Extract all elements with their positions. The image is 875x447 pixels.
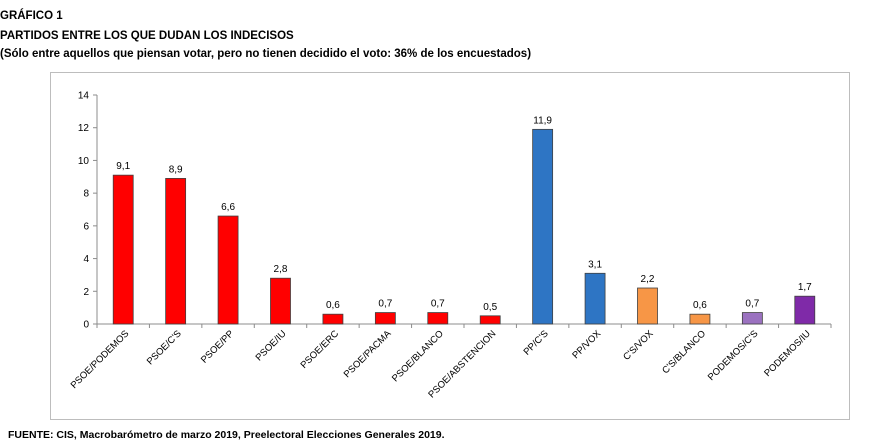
- bar: [270, 277, 291, 325]
- data-label: 1,7: [798, 282, 812, 293]
- bar: [741, 312, 763, 325]
- y-tick-label: 2: [83, 287, 89, 298]
- data-label: 2,2: [641, 274, 655, 285]
- data-label: 0,6: [693, 300, 707, 311]
- data-label: 0,7: [431, 299, 445, 310]
- data-label: 0,7: [745, 299, 759, 310]
- bar: [479, 315, 501, 325]
- y-tick-label: 8: [83, 189, 89, 200]
- bar: [112, 174, 134, 325]
- bar: [322, 313, 344, 325]
- bar-chart: 0 2 4 6 8 10 12 14 9,1 PSOE/PODEMOS 8,9 PSOE/C'S 6,6…: [69, 91, 832, 400]
- y-tick-label: 10: [78, 156, 90, 167]
- y-tick-label: 0: [83, 320, 89, 331]
- x-tick-label: PSOE/C'S: [145, 328, 184, 367]
- data-label: 9,1: [116, 161, 130, 172]
- x-tick-label: PP/C'S: [522, 328, 551, 357]
- x-tick-label: PODEMOS/IU: [762, 328, 813, 379]
- data-label: 0,7: [378, 299, 392, 310]
- chart-frame: 0 2 4 6 8 10 12 14 9,1 PSOE/PODEMOS 8,9 PSOE/C'S 6,6…: [50, 72, 850, 420]
- bar: [689, 313, 711, 325]
- bar: [165, 178, 187, 325]
- x-tick-label: PSOE/IU: [254, 328, 289, 363]
- y-tick-label: 14: [78, 91, 90, 102]
- y-tick-label: 6: [83, 221, 89, 232]
- bar: [584, 272, 606, 325]
- x-tick-label: PSOE/ERC: [299, 328, 342, 371]
- source-note: FUENTE: CIS, Macrobarómetro de marzo 201…: [8, 429, 445, 441]
- data-label: 0,5: [483, 302, 497, 313]
- y-tick-label: 4: [83, 254, 89, 265]
- data-label: 3,1: [588, 259, 602, 270]
- y-tick-label: 12: [78, 123, 90, 134]
- chart-subtitle: (Sólo entre aquellos que piensan votar, …: [0, 48, 532, 60]
- figure-label: GRÁFICO 1: [0, 10, 63, 22]
- data-label: 11,9: [533, 115, 552, 126]
- chart-title: PARTIDOS ENTRE LOS QUE DUDAN LOS INDECIS…: [0, 30, 294, 42]
- data-label: 0,6: [326, 300, 340, 311]
- data-label: 8,9: [169, 164, 183, 175]
- bar: [637, 287, 658, 325]
- x-tick-label: PSOE/BLANCO: [390, 328, 446, 384]
- bar: [374, 312, 396, 325]
- x-tick-label: PP/VOX: [570, 328, 603, 361]
- x-tick-label: C'S/VOX: [621, 328, 656, 363]
- bar: [427, 312, 449, 325]
- x-tick-label: PSOE/PACMA: [342, 328, 394, 380]
- x-tick-label: PSOE/PODEMOS: [69, 328, 132, 391]
- bar: [217, 215, 239, 325]
- x-tick-label: PODEMOS/C'S: [706, 328, 761, 383]
- data-label: 6,6: [221, 202, 235, 213]
- x-tick-label: PSOE/PP: [199, 328, 236, 365]
- data-label: 2,8: [274, 264, 288, 275]
- bar: [794, 295, 816, 325]
- x-tick-label: C'S/BLANCO: [660, 328, 708, 376]
- bar: [532, 128, 554, 325]
